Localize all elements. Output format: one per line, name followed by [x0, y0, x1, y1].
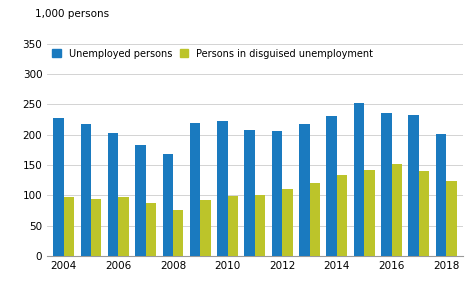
- Bar: [327, 116, 337, 256]
- Legend: Unemployed persons, Persons in disguised unemployment: Unemployed persons, Persons in disguised…: [52, 49, 373, 58]
- Bar: [145, 203, 156, 256]
- Bar: [255, 195, 265, 256]
- Bar: [337, 175, 347, 256]
- Text: 1,000 persons: 1,000 persons: [35, 9, 110, 19]
- Bar: [244, 130, 255, 256]
- Bar: [282, 189, 293, 256]
- Bar: [391, 164, 402, 256]
- Bar: [135, 145, 145, 256]
- Bar: [91, 199, 101, 256]
- Bar: [310, 183, 320, 256]
- Bar: [108, 134, 118, 256]
- Bar: [408, 115, 419, 256]
- Bar: [364, 170, 375, 256]
- Bar: [53, 118, 64, 256]
- Bar: [217, 121, 228, 256]
- Bar: [118, 197, 129, 256]
- Bar: [419, 171, 429, 256]
- Bar: [354, 103, 364, 256]
- Bar: [190, 123, 200, 256]
- Bar: [81, 124, 91, 256]
- Bar: [200, 200, 211, 256]
- Bar: [64, 197, 74, 256]
- Bar: [446, 181, 456, 256]
- Bar: [272, 131, 282, 256]
- Bar: [162, 154, 173, 256]
- Bar: [436, 134, 446, 256]
- Bar: [299, 124, 310, 256]
- Bar: [228, 196, 238, 256]
- Bar: [381, 113, 391, 256]
- Bar: [173, 210, 183, 256]
